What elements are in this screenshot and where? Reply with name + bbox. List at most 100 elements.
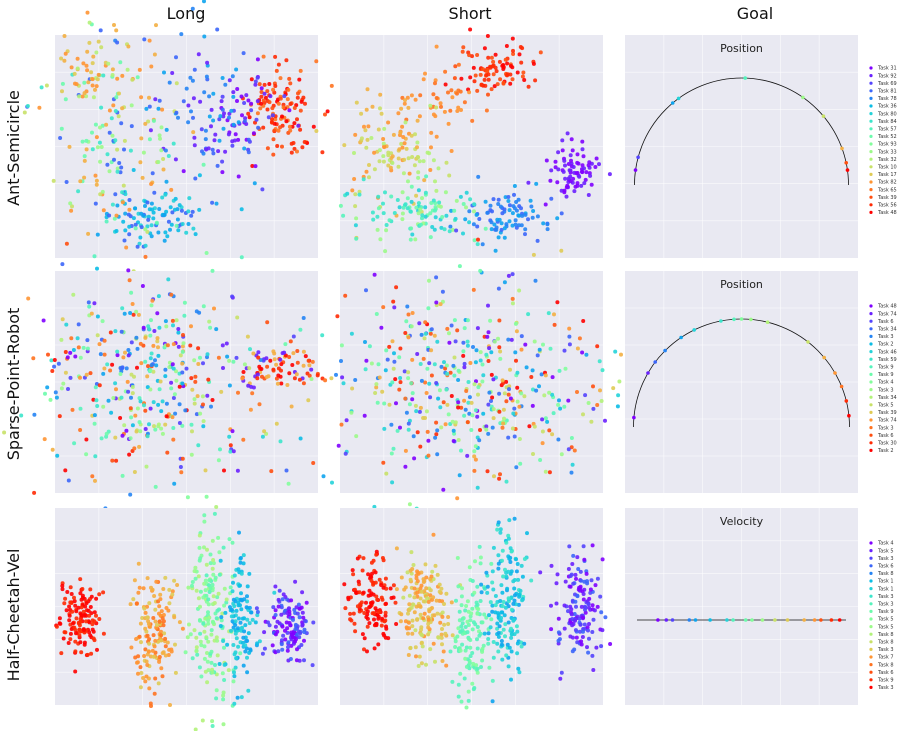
scatter-point: [246, 111, 251, 116]
scatter-point: [257, 639, 262, 644]
scatter-point: [486, 330, 491, 335]
legend-marker: [869, 104, 873, 108]
scatter-point: [101, 404, 106, 409]
scatter-point: [422, 336, 427, 341]
scatter-point: [193, 232, 198, 237]
scatter-point: [365, 87, 370, 92]
scatter-point: [599, 399, 604, 403]
scatter-point: [571, 581, 576, 586]
scatter-point: [213, 663, 217, 667]
scatter-point: [555, 300, 560, 305]
scatter-point: [378, 92, 383, 97]
scatter-point: [135, 75, 140, 80]
legend-label: Task 8: [877, 571, 894, 577]
scatter-point: [374, 382, 379, 387]
scatter-point: [212, 511, 217, 516]
scatter-point: [547, 470, 552, 475]
scatter-point: [296, 91, 300, 96]
legend-marker: [869, 587, 873, 591]
scatter-point: [344, 418, 349, 423]
scatter-point: [273, 54, 278, 59]
scatter-point: [67, 144, 72, 149]
scatter-point: [227, 78, 232, 83]
scatter-point: [169, 292, 174, 297]
scatter-point: [350, 568, 355, 573]
scatter-point: [502, 235, 507, 240]
scatter-point: [311, 124, 316, 129]
legend-label: Task 33: [877, 149, 897, 155]
scatter-point: [230, 429, 235, 434]
scatter-point: [445, 402, 450, 407]
scatter-point: [392, 359, 397, 364]
scatter-point: [583, 605, 588, 610]
scatter-point: [217, 117, 222, 122]
scatter-point: [451, 439, 456, 443]
scatter-point: [232, 573, 237, 578]
scatter-point: [359, 136, 364, 141]
scatter-point: [115, 76, 120, 81]
scatter-point: [432, 362, 437, 367]
scatter-point: [219, 615, 224, 620]
scatter-point: [413, 628, 418, 633]
scatter-point: [521, 70, 526, 75]
scatter-point: [403, 331, 408, 335]
scatter-point: [287, 609, 292, 614]
scatter-point: [459, 76, 464, 81]
scatter-point: [262, 429, 267, 434]
scatter-point: [171, 141, 176, 146]
scatter-point: [147, 104, 152, 109]
scatter-point: [341, 381, 346, 386]
scatter-point: [563, 366, 568, 371]
scatter-point: [197, 665, 202, 670]
scatter-point: [222, 111, 226, 116]
scatter-point: [223, 149, 228, 154]
scatter-point: [163, 319, 168, 324]
scatter-point: [153, 676, 158, 681]
scatter-point: [416, 211, 421, 216]
scatter-point: [198, 604, 202, 609]
scatter-point: [94, 596, 99, 601]
scatter-point: [174, 378, 179, 383]
legend-marker: [869, 165, 873, 169]
scatter-point: [203, 128, 208, 133]
scatter-point: [379, 325, 384, 330]
scatter-point: [450, 95, 455, 100]
scatter-point: [118, 372, 123, 376]
scatter-point: [472, 454, 477, 459]
scatter-point: [490, 425, 495, 430]
scatter-point: [472, 382, 477, 387]
scatter-point: [99, 45, 104, 50]
scatter-point: [264, 375, 269, 379]
scatter-point: [567, 334, 572, 339]
legend-marker: [869, 210, 873, 214]
scatter-point: [137, 67, 142, 72]
scatter-point: [600, 628, 605, 633]
scatter-point: [429, 348, 434, 353]
scatter-point: [227, 358, 232, 363]
scatter-point: [145, 434, 150, 439]
scatter-point: [206, 610, 210, 615]
scatter-point: [31, 356, 36, 361]
scatter-point: [153, 427, 158, 432]
scatter-point: [474, 348, 479, 353]
scatter-point: [262, 630, 267, 635]
scatter-point: [501, 81, 506, 86]
scatter-point: [371, 611, 376, 616]
scatter-point: [60, 583, 65, 588]
scatter-point: [428, 647, 433, 652]
scatter-point: [157, 98, 162, 103]
scatter-point: [595, 403, 600, 407]
legend-label: Task 93: [877, 142, 897, 148]
scatter-point: [273, 608, 278, 613]
scatter-point: [153, 484, 158, 489]
scatter-point: [526, 84, 531, 89]
scatter-point: [231, 359, 236, 364]
scatter-point: [499, 615, 504, 620]
scatter-point: [410, 397, 415, 402]
scatter-point: [189, 324, 193, 329]
scatter-point: [231, 580, 235, 585]
scatter-point: [478, 350, 483, 355]
scatter-point: [220, 611, 225, 616]
goal-point: [663, 348, 667, 353]
